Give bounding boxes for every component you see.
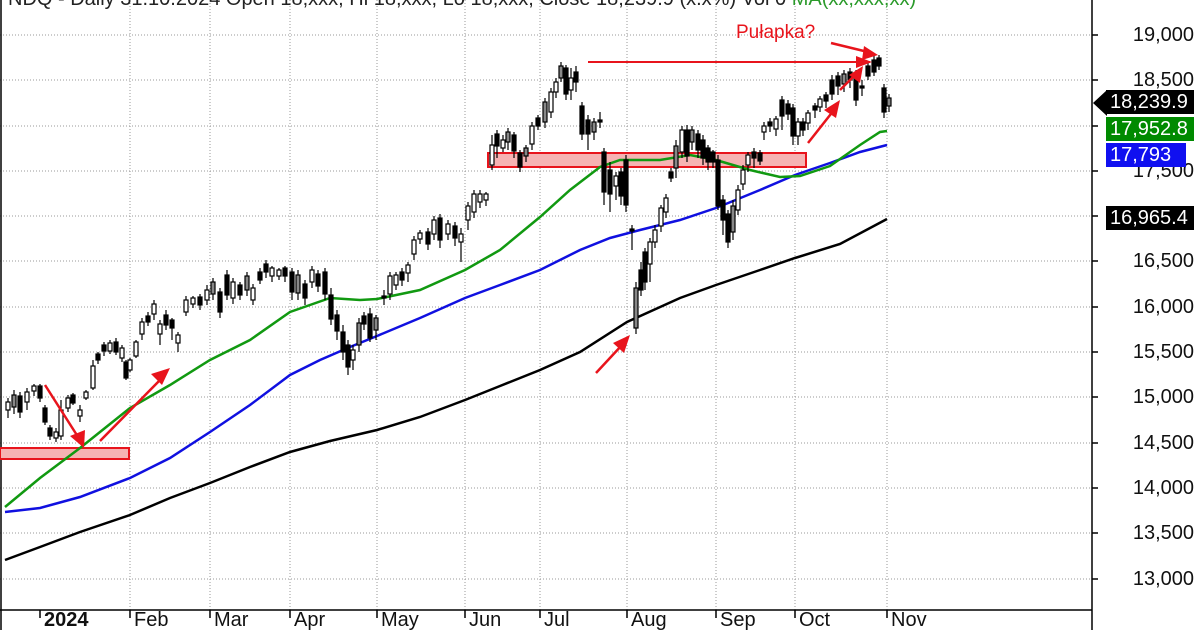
x-tick-label: Sep	[720, 609, 756, 631]
chart-header: NDQ - Daily 31.10.2024 Open 18,xxx, Hi 1…	[8, 0, 916, 11]
header-ma-text: MA(xx,xxx,xx)	[792, 0, 916, 10]
x-tick-label: Jun	[469, 609, 502, 631]
y-tick-label: 16,500	[1132, 250, 1194, 272]
annotation-arrows	[43, 41, 878, 448]
ma-black-tag: 16,965.4	[1106, 206, 1194, 230]
candlesticks	[5, 55, 892, 442]
x-tick-label: Oct	[799, 609, 831, 631]
header-text: NDQ - Daily 31.10.2024 Open 18,xxx, Hi 1…	[8, 0, 786, 10]
ma-mid-line	[4, 143, 888, 514]
ma-long-line	[4, 217, 888, 562]
y-tick-label: 14,000	[1132, 477, 1194, 499]
x-tick-label: Aug	[631, 609, 667, 631]
grid	[0, 0, 1092, 610]
last-price-tag: 18,239.9	[1106, 90, 1194, 114]
y-ticks	[1092, 34, 1098, 580]
y-tick-label: 19,000	[1132, 24, 1194, 46]
y-tick-label: 15,500	[1132, 341, 1194, 363]
y-tick-label: 18,500	[1132, 69, 1194, 91]
x-tick-label: 2024	[44, 609, 89, 631]
y-tick-label: 16,000	[1132, 296, 1194, 318]
trap-annotation: Pułapka?	[736, 22, 816, 43]
x-tick-label: Mar	[214, 609, 249, 631]
y-tick-label: 13,500	[1132, 522, 1194, 544]
x-tick-label: May	[381, 609, 419, 631]
x-tick-label: Apr	[294, 609, 326, 631]
y-tick-label: 14,500	[1132, 432, 1194, 454]
ma-short-line	[4, 129, 888, 508]
ma-blue-tag: 17,793	[1106, 143, 1186, 167]
ma-green-tag: 17,952.8	[1106, 117, 1194, 141]
support-zone	[0, 447, 130, 460]
x-tick-label: Feb	[134, 609, 169, 631]
x-ticks	[39, 610, 888, 618]
last-price-pointer	[1093, 90, 1107, 116]
y-tick-label: 13,000	[1132, 568, 1194, 590]
x-tick-label: Jul	[544, 609, 570, 631]
y-tick-label: 15,000	[1132, 386, 1194, 408]
axes-frame	[0, 0, 1093, 630]
arrow-head	[856, 56, 872, 68]
x-tick-label: Nov	[891, 609, 927, 631]
